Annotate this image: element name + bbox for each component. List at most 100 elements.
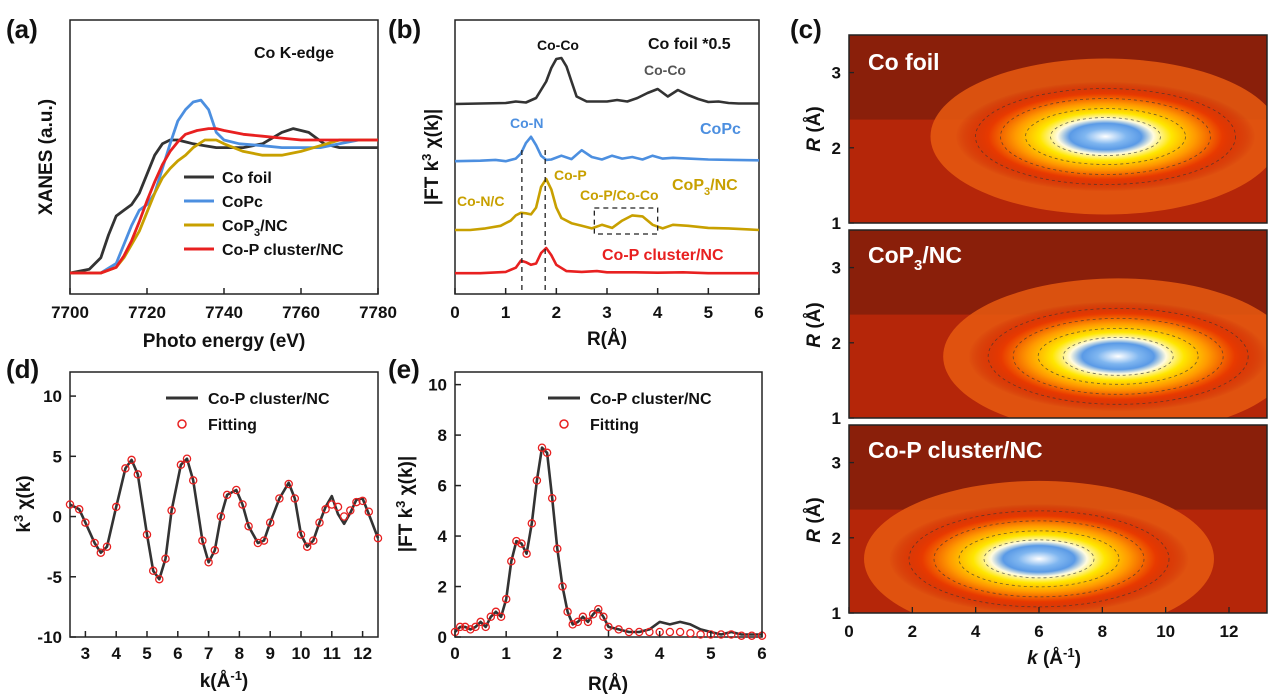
wt-contour: [1012, 317, 1224, 395]
fit-point: [96, 548, 106, 557]
fit-point: [182, 454, 192, 463]
wt-contour: [983, 539, 1095, 579]
x-tick-label: 4: [111, 644, 121, 663]
annotation-co-p-co-co: Co-P/Co-Co: [580, 187, 659, 203]
y-tick-label: -10: [37, 628, 62, 647]
x-tick-label: 4: [971, 622, 981, 641]
fit-point: [491, 607, 501, 617]
fit-point: [460, 622, 470, 632]
axis-ticks-d: 3 4 5 6 7 8 9 10 11 12 -10 -5 0 5 10: [37, 387, 372, 663]
fit-point: [486, 612, 496, 622]
fit-point: [727, 630, 736, 639]
legend-e: Co-P cluster/NC Fitting: [548, 391, 712, 434]
fit-point: [315, 518, 324, 527]
y-tick-label: 4: [438, 527, 448, 546]
dashed-markers-b: [521, 150, 659, 292]
wavelet-maps: [848, 34, 1268, 614]
wt-map-cop3-nc: [849, 230, 1267, 418]
y-axis-title-a: XANES (a.u.): [36, 99, 57, 215]
plot-frame-e: [454, 371, 763, 638]
panel-d: 3 4 5 6 7 8 9 10 11 12 -10 -5 0 5 10 Co-P cluster/NC Fi…: [11, 371, 383, 692]
wt-contour: [1025, 108, 1186, 165]
series-line-copc: [454, 135, 760, 163]
legend-d: Co-P cluster/NC Fitting: [166, 391, 330, 434]
x-tick-label: 12: [1220, 622, 1239, 641]
legend-label-fitting: Fitting: [590, 417, 639, 434]
fit-point: [563, 607, 572, 617]
fit-point: [522, 549, 531, 558]
legend-label-co-p-cluster-nc: Co-P cluster/NC: [222, 242, 344, 259]
y-axis-title-c-2: R (Å): [804, 302, 825, 347]
annotation-co-co-1: Co-Co: [537, 37, 579, 53]
fit-point: [583, 617, 593, 627]
x-axis-title-c: k (Å-1): [1027, 645, 1081, 669]
fit-point: [665, 627, 675, 637]
x-tick-label: 4: [655, 644, 665, 663]
x-tick-label: 2: [552, 303, 561, 322]
y-tick-label: 10: [428, 376, 447, 395]
fit-point: [142, 530, 152, 539]
fit-point: [133, 470, 143, 479]
x-axis-title-e: R(Å): [588, 674, 628, 695]
wt-contour: [987, 307, 1249, 405]
y-tick-label: 3: [832, 64, 841, 83]
fit-point: [127, 455, 136, 465]
x-tick-label: 6: [1034, 622, 1043, 641]
x-tick-label: 2: [553, 644, 562, 663]
x-tick-label: 0: [450, 644, 459, 663]
fit-point: [578, 612, 588, 622]
fit-point: [198, 536, 207, 545]
fit-point: [496, 612, 506, 622]
fit-point: [471, 622, 480, 632]
fit-point: [466, 625, 475, 634]
fit-point: [476, 617, 485, 627]
x-tick-label: 0: [844, 622, 853, 641]
series-line-co-foil-0-5: [454, 56, 759, 106]
dashed-region-box: [593, 207, 659, 235]
axis-ticks-b: 0 1 2 3 4 5 6: [450, 288, 764, 322]
series-label-co-p-cluster-nc: Co-P cluster/NC: [602, 247, 724, 264]
fit-point: [501, 594, 511, 604]
fit-point: [265, 518, 275, 527]
fit-point: [568, 620, 577, 629]
series-group-e: [450, 443, 767, 640]
fit-point: [553, 544, 562, 553]
fit-point: [176, 460, 186, 470]
fit-point: [204, 558, 213, 567]
fit-point: [259, 536, 269, 545]
annotation-co-n-c: Co-N/C: [457, 193, 504, 209]
x-tick-label: 5: [706, 644, 715, 663]
legend-swatch-fitting: [559, 419, 569, 429]
series-line-co-p-cluster-nc: [455, 246, 759, 275]
x-tick-label: 8: [235, 644, 244, 663]
fit-point: [210, 546, 220, 555]
series-line-cop3-nc: [455, 177, 760, 232]
fit-point: [222, 490, 232, 500]
wt-frame: [848, 34, 1268, 224]
fit-point: [558, 582, 567, 591]
legend-swatch-fitting: [177, 419, 187, 429]
fit-point: [747, 631, 757, 640]
x-tick-label: 7760: [282, 303, 320, 322]
x-axis-title-b: R(Å): [587, 329, 627, 350]
wt-contour: [958, 530, 1120, 588]
x-tick-label: 7700: [51, 303, 89, 322]
fit-point: [65, 500, 75, 509]
fit-point: [121, 464, 130, 473]
y-tick-label: 2: [832, 334, 841, 353]
y-tick-label: 3: [832, 259, 841, 278]
x-tick-label: 7740: [205, 303, 243, 322]
fit-point: [352, 497, 361, 507]
fit-point: [737, 631, 746, 640]
fit-point: [290, 494, 300, 503]
fit-point: [161, 554, 170, 563]
y-axis-title-b: |FT k3 χ(k)|: [419, 109, 443, 205]
fit-point: [364, 507, 374, 516]
x-tick-label: 12: [353, 644, 372, 663]
x-tick-label: 3: [81, 644, 90, 663]
annotation-co-p: Co-P: [554, 167, 587, 183]
fit-point: [512, 536, 521, 546]
fit-point: [321, 505, 330, 514]
x-tick-label: 1: [501, 303, 510, 322]
y-axis-title-d: k3 χ(k): [11, 475, 35, 532]
